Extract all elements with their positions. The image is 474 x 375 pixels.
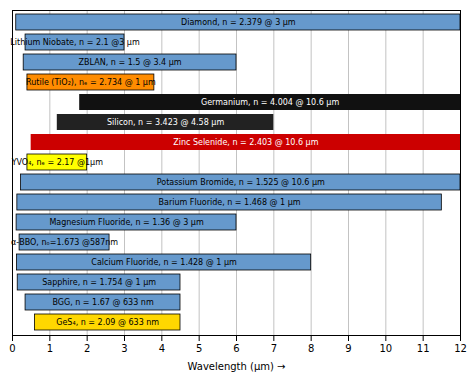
svg-text:0: 0	[9, 343, 15, 354]
svg-text:2: 2	[84, 343, 90, 354]
svg-text:Lithium Niobate, n = 2.1 @3 μm: Lithium Niobate, n = 2.1 @3 μm	[10, 38, 140, 47]
svg-text:3: 3	[121, 343, 127, 354]
svg-text:6: 6	[233, 343, 239, 354]
svg-text:4: 4	[159, 343, 165, 354]
svg-text:7: 7	[271, 343, 277, 354]
svg-text:Barium Fluoride, n = 1.468 @ 1: Barium Fluoride, n = 1.468 @ 1 μm	[159, 198, 301, 207]
svg-text:Sapphire, n = 1.754 @ 1 μm: Sapphire, n = 1.754 @ 1 μm	[42, 278, 156, 287]
svg-text:1: 1	[47, 343, 53, 354]
svg-text:10: 10	[379, 343, 392, 354]
svg-text:GeS₄, n = 2.09 @ 633 nm: GeS₄, n = 2.09 @ 633 nm	[56, 318, 159, 327]
svg-text:Rutile (TiO₂), nₑ = 2.734 @ 1: Rutile (TiO₂), nₑ = 2.734 @ 1 μm	[26, 78, 156, 87]
svg-text:9: 9	[345, 343, 351, 354]
svg-text:12: 12	[454, 343, 467, 354]
svg-text:11: 11	[417, 343, 430, 354]
svg-text:Zinc Selenide, n = 2.403 @ 10.: Zinc Selenide, n = 2.403 @ 10.6 μm	[173, 138, 319, 147]
svg-text:ZBLAN, n = 1.5 @ 3.4 μm: ZBLAN, n = 1.5 @ 3.4 μm	[79, 58, 182, 67]
svg-text:YVO₄, nₑ = 2.17 @1μm: YVO₄, nₑ = 2.17 @1μm	[11, 158, 104, 167]
svg-text:Wavelength (μm) →: Wavelength (μm) →	[188, 361, 286, 372]
svg-text:BGG, n = 1.67 @ 633 nm: BGG, n = 1.67 @ 633 nm	[52, 298, 153, 307]
svg-text:Germanium, n = 4.004 @ 10.6 μm: Germanium, n = 4.004 @ 10.6 μm	[201, 98, 340, 107]
svg-text:Magnesium Fluoride, n = 1.36 @: Magnesium Fluoride, n = 1.36 @ 3 μm	[49, 218, 204, 227]
svg-text:8: 8	[308, 343, 314, 354]
svg-text:Diamond, n = 2.379 @ 3 μm: Diamond, n = 2.379 @ 3 μm	[181, 18, 296, 27]
svg-text:α-BBO, nₒ=1.673 @587nm: α-BBO, nₒ=1.673 @587nm	[11, 238, 118, 247]
svg-text:Potassium Bromide, n = 1.525 @: Potassium Bromide, n = 1.525 @ 10.6 μm	[157, 178, 325, 187]
svg-text:Calcium Fluoride, n = 1.428 @: Calcium Fluoride, n = 1.428 @ 1 μm	[91, 258, 237, 267]
svg-text:5: 5	[196, 343, 202, 354]
svg-text:Silicon, n = 3.423 @ 4.58 μm: Silicon, n = 3.423 @ 4.58 μm	[107, 118, 224, 127]
